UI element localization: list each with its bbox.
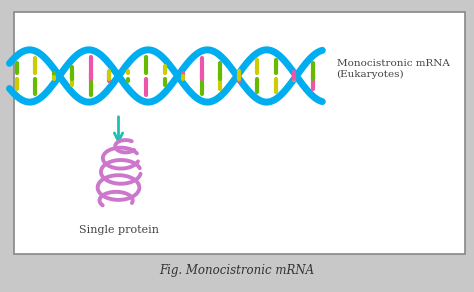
FancyBboxPatch shape bbox=[14, 12, 465, 254]
Text: Fig. Monocistronic mRNA: Fig. Monocistronic mRNA bbox=[159, 264, 315, 277]
Text: Single protein: Single protein bbox=[79, 225, 158, 235]
Text: Monocistronic mRNA
(Eukaryotes): Monocistronic mRNA (Eukaryotes) bbox=[337, 59, 449, 79]
